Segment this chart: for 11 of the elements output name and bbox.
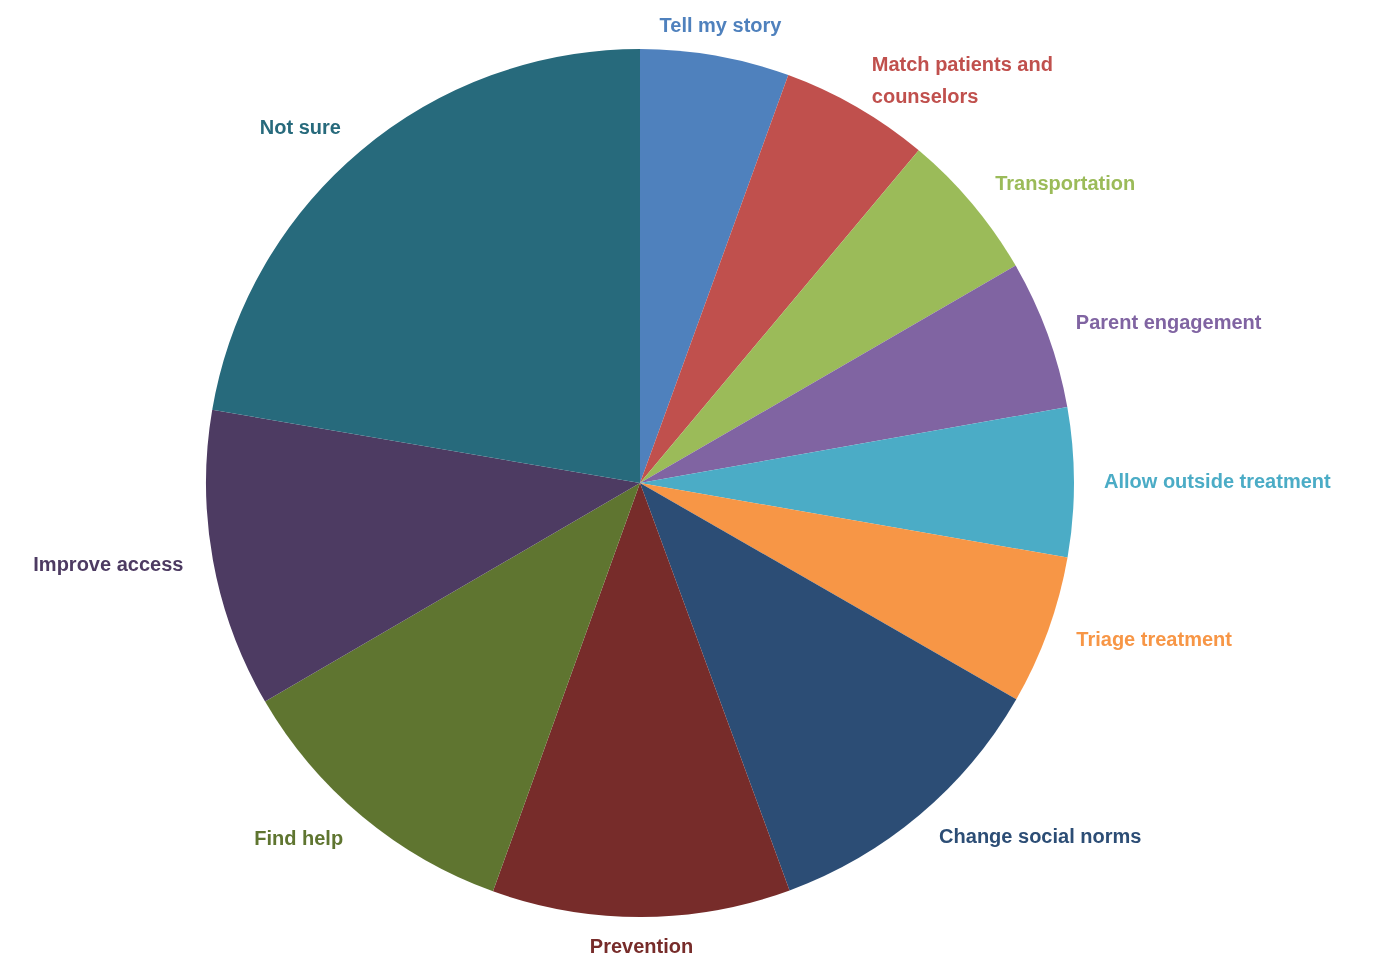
slice-label: Transportation (995, 171, 1136, 194)
slice-label: Change social norms (939, 825, 1142, 848)
slice-label: Prevention (589, 934, 694, 957)
slice-label: Improve access (33, 553, 184, 576)
slice-label: Match patients and counselors (871, 52, 1053, 107)
slice-label: Find help (254, 827, 344, 850)
slice-label: Tell my story (659, 13, 783, 36)
slice-label: Not sure (259, 115, 341, 138)
slice-label: Allow outside treatment (1104, 469, 1332, 492)
slice-label: Triage treatment (1076, 628, 1233, 651)
slice-label: Parent engagement (1075, 311, 1262, 334)
